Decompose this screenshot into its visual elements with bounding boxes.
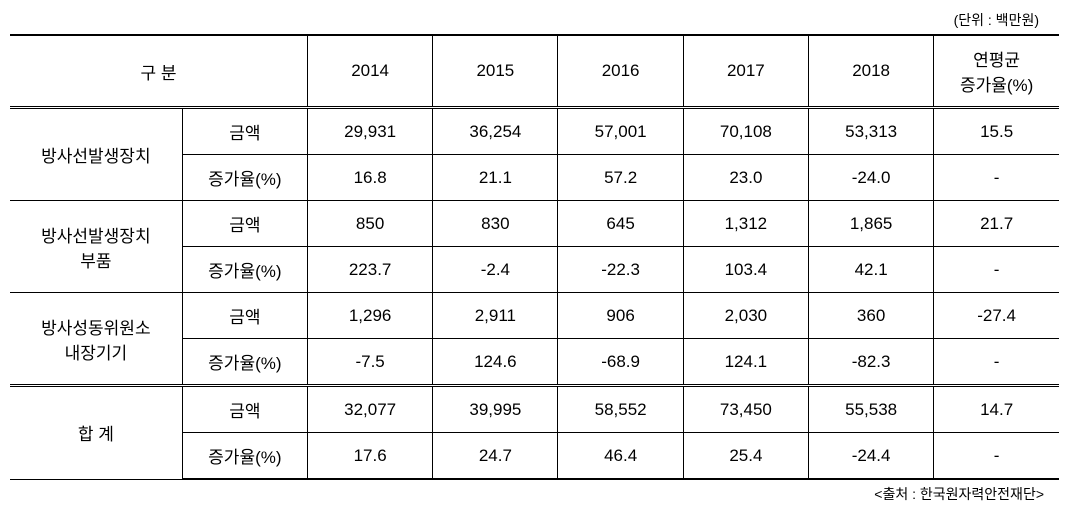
data-cell: 21.1 bbox=[433, 155, 558, 201]
category-cell: 방사선발생장치 bbox=[10, 108, 182, 201]
data-cell: - bbox=[934, 433, 1059, 480]
data-cell: 850 bbox=[307, 201, 432, 247]
header-cagr: 연평균 증가율(%) bbox=[934, 35, 1059, 108]
table-row: 방사성동위원소 내장기기 금액 1,296 2,911 906 2,030 36… bbox=[10, 293, 1059, 339]
data-cell: -24.4 bbox=[808, 433, 933, 480]
data-cell: -22.3 bbox=[558, 247, 683, 293]
data-cell: 1,865 bbox=[808, 201, 933, 247]
data-cell: -2.4 bbox=[433, 247, 558, 293]
metric-cell: 금액 bbox=[182, 201, 307, 247]
table-header-row: 구 분 2014 2015 2016 2017 2018 연평균 증가율(%) bbox=[10, 35, 1059, 108]
data-cell: 24.7 bbox=[433, 433, 558, 480]
header-year-2014: 2014 bbox=[307, 35, 432, 108]
source-label: <출처 : 한국원자력안전재단> bbox=[10, 484, 1059, 504]
metric-cell: 금액 bbox=[182, 293, 307, 339]
total-category-cell: 합 계 bbox=[10, 386, 182, 480]
category-cell: 방사선발생장치 부품 bbox=[10, 201, 182, 293]
data-cell: 53,313 bbox=[808, 108, 933, 155]
data-cell: - bbox=[934, 155, 1059, 201]
data-cell: 55,538 bbox=[808, 386, 933, 433]
data-cell: 46.4 bbox=[558, 433, 683, 480]
data-cell: 1,296 bbox=[307, 293, 432, 339]
metric-cell: 증가율(%) bbox=[182, 247, 307, 293]
header-year-2015: 2015 bbox=[433, 35, 558, 108]
data-cell: 360 bbox=[808, 293, 933, 339]
data-cell: 17.6 bbox=[307, 433, 432, 480]
data-cell: 14.7 bbox=[934, 386, 1059, 433]
data-cell: 124.6 bbox=[433, 339, 558, 386]
data-cell: 1,312 bbox=[683, 201, 808, 247]
header-year-2016: 2016 bbox=[558, 35, 683, 108]
header-year-2018: 2018 bbox=[808, 35, 933, 108]
data-cell: 21.7 bbox=[934, 201, 1059, 247]
data-cell: 23.0 bbox=[683, 155, 808, 201]
data-cell: 2,911 bbox=[433, 293, 558, 339]
table-row: 방사선발생장치 금액 29,931 36,254 57,001 70,108 5… bbox=[10, 108, 1059, 155]
data-cell: 830 bbox=[433, 201, 558, 247]
data-cell: - bbox=[934, 339, 1059, 386]
data-cell: 70,108 bbox=[683, 108, 808, 155]
data-table: 구 분 2014 2015 2016 2017 2018 연평균 증가율(%) … bbox=[10, 34, 1059, 480]
data-cell: 42.1 bbox=[808, 247, 933, 293]
metric-cell: 증가율(%) bbox=[182, 433, 307, 480]
table-row: 방사선발생장치 부품 금액 850 830 645 1,312 1,865 21… bbox=[10, 201, 1059, 247]
data-cell: 29,931 bbox=[307, 108, 432, 155]
data-cell: - bbox=[934, 247, 1059, 293]
category-cell: 방사성동위원소 내장기기 bbox=[10, 293, 182, 386]
data-cell: 124.1 bbox=[683, 339, 808, 386]
data-cell: -7.5 bbox=[307, 339, 432, 386]
unit-label: (단위 : 백만원) bbox=[10, 10, 1059, 30]
data-cell: 57,001 bbox=[558, 108, 683, 155]
data-cell: 2,030 bbox=[683, 293, 808, 339]
data-cell: 57.2 bbox=[558, 155, 683, 201]
data-cell: 16.8 bbox=[307, 155, 432, 201]
data-cell: 39,995 bbox=[433, 386, 558, 433]
metric-cell: 금액 bbox=[182, 386, 307, 433]
data-cell: 645 bbox=[558, 201, 683, 247]
data-cell: 32,077 bbox=[307, 386, 432, 433]
metric-cell: 금액 bbox=[182, 108, 307, 155]
data-cell: 15.5 bbox=[934, 108, 1059, 155]
data-cell: 103.4 bbox=[683, 247, 808, 293]
header-category: 구 분 bbox=[10, 35, 307, 108]
data-cell: 25.4 bbox=[683, 433, 808, 480]
data-cell: 73,450 bbox=[683, 386, 808, 433]
data-cell: 36,254 bbox=[433, 108, 558, 155]
metric-cell: 증가율(%) bbox=[182, 155, 307, 201]
table-total-row: 합 계 금액 32,077 39,995 58,552 73,450 55,53… bbox=[10, 386, 1059, 433]
data-cell: -82.3 bbox=[808, 339, 933, 386]
data-cell: -68.9 bbox=[558, 339, 683, 386]
data-cell: -24.0 bbox=[808, 155, 933, 201]
data-cell: 223.7 bbox=[307, 247, 432, 293]
data-cell: 906 bbox=[558, 293, 683, 339]
data-cell: 58,552 bbox=[558, 386, 683, 433]
metric-cell: 증가율(%) bbox=[182, 339, 307, 386]
header-year-2017: 2017 bbox=[683, 35, 808, 108]
data-cell: -27.4 bbox=[934, 293, 1059, 339]
